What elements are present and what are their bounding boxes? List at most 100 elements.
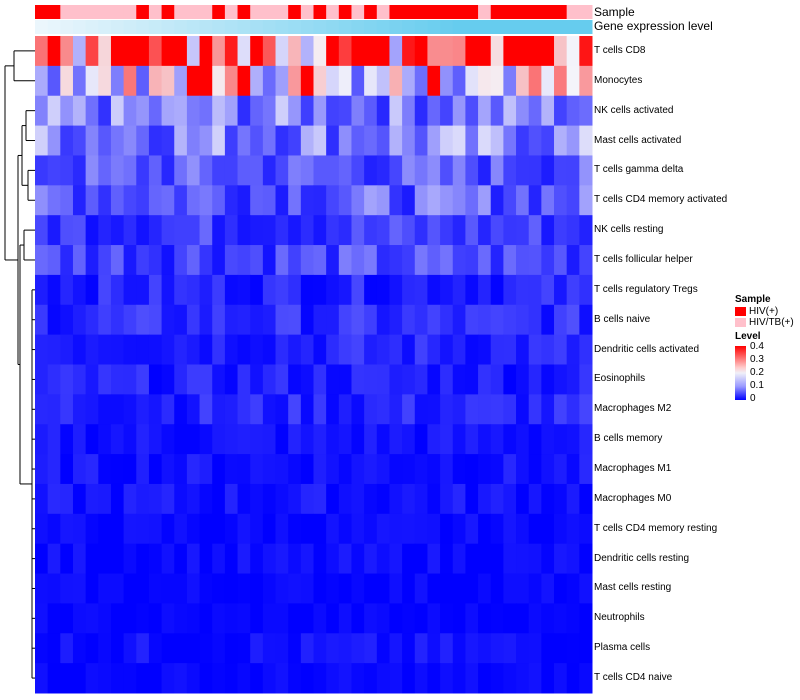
heatmap-cell bbox=[541, 245, 555, 276]
heatmap-cell bbox=[275, 125, 289, 156]
heatmap-cell bbox=[98, 334, 112, 365]
heatmap-cell bbox=[554, 36, 568, 67]
heatmap-cell bbox=[300, 513, 314, 545]
heatmap-cell bbox=[465, 245, 479, 276]
heatmap-cell bbox=[174, 36, 188, 67]
heatmap-cell bbox=[212, 663, 226, 694]
heatmap-cell bbox=[528, 65, 542, 97]
heatmap-cell bbox=[566, 633, 580, 664]
heatmap-cell bbox=[136, 603, 150, 634]
heatmap-cell bbox=[452, 394, 466, 425]
heatmap-cell bbox=[161, 454, 175, 485]
heatmap-cell bbox=[300, 36, 314, 67]
sample-cell bbox=[224, 5, 239, 19]
heatmap-cell bbox=[326, 125, 340, 156]
heatmap-cell bbox=[85, 125, 99, 156]
heatmap-cell bbox=[148, 185, 163, 216]
heatmap-cell bbox=[250, 36, 264, 67]
heatmap-cell bbox=[566, 125, 580, 156]
heatmap-cell bbox=[503, 364, 517, 395]
heatmap-cell bbox=[174, 543, 188, 575]
heatmap-cell bbox=[60, 334, 74, 365]
heatmap-cell bbox=[148, 36, 163, 67]
heatmap-cell bbox=[123, 245, 137, 276]
heatmap-cell bbox=[478, 543, 492, 575]
gene-expression-annotation-bar bbox=[35, 20, 593, 34]
heatmap-cell bbox=[98, 245, 112, 276]
heatmap-cell bbox=[174, 185, 188, 216]
heatmap-cell bbox=[237, 573, 251, 604]
heatmap-cell bbox=[554, 513, 568, 545]
heatmap-cell bbox=[60, 215, 74, 246]
heatmap-cell bbox=[110, 483, 125, 515]
sample-cell bbox=[528, 5, 542, 19]
legend-swatch-hiv bbox=[735, 307, 746, 316]
heatmap-cell bbox=[313, 394, 327, 425]
heatmap-cell bbox=[528, 573, 542, 604]
heatmap-cell bbox=[110, 36, 125, 67]
heatmap-cell bbox=[326, 394, 340, 425]
heatmap-cell bbox=[123, 394, 137, 425]
heatmap-cell bbox=[136, 304, 150, 336]
heatmap-cell bbox=[541, 334, 555, 365]
sample-cell bbox=[60, 5, 74, 19]
heatmap-cell bbox=[123, 125, 137, 156]
heatmap-cell bbox=[98, 483, 112, 515]
heatmap-cell bbox=[440, 65, 454, 97]
gene-expression-cell bbox=[148, 20, 163, 34]
heatmap-cell bbox=[85, 95, 99, 127]
sample-cell bbox=[579, 5, 593, 19]
heatmap-cell bbox=[579, 663, 593, 694]
heatmap-cell bbox=[212, 185, 226, 216]
heatmap-cell bbox=[452, 185, 466, 216]
sample-cell bbox=[250, 5, 264, 19]
sample-cell bbox=[503, 5, 517, 19]
heatmap-cell bbox=[136, 155, 150, 186]
heatmap-cell bbox=[440, 215, 454, 246]
heatmap-cell bbox=[148, 454, 163, 485]
heatmap-cell bbox=[528, 394, 542, 425]
heatmap-cell bbox=[351, 334, 365, 365]
heatmap-cell bbox=[262, 185, 277, 216]
heatmap-cell bbox=[199, 125, 213, 156]
heatmap-cell bbox=[351, 603, 365, 634]
level-tick-0-2: 0.2 bbox=[750, 367, 764, 378]
heatmap-cell bbox=[490, 454, 504, 485]
heatmap-cell bbox=[414, 394, 428, 425]
heatmap-cell bbox=[528, 215, 542, 246]
sample-cell bbox=[313, 5, 327, 19]
heatmap-cell bbox=[541, 603, 555, 634]
heatmap-cell bbox=[516, 543, 530, 575]
heatmap-cell bbox=[85, 65, 99, 97]
heatmap-cell bbox=[85, 215, 99, 246]
heatmap-cell bbox=[300, 334, 314, 365]
heatmap-cell bbox=[465, 364, 479, 395]
heatmap-cell bbox=[237, 394, 251, 425]
heatmap-cell bbox=[402, 36, 416, 67]
heatmap-cell bbox=[224, 125, 239, 156]
heatmap-cell bbox=[478, 364, 492, 395]
heatmap-cell bbox=[376, 483, 390, 515]
gene-expression-cell bbox=[275, 20, 289, 34]
heatmap-cell bbox=[262, 454, 277, 485]
heatmap-cell bbox=[465, 334, 479, 365]
heatmap-cell bbox=[275, 334, 289, 365]
heatmap-cell bbox=[262, 334, 277, 365]
heatmap-cell bbox=[351, 304, 365, 336]
heatmap-cell bbox=[136, 334, 150, 365]
heatmap-cell bbox=[478, 603, 492, 634]
heatmap-cell bbox=[478, 394, 492, 425]
heatmap-cell bbox=[478, 125, 492, 156]
heatmap-cell bbox=[440, 125, 454, 156]
heatmap-cell bbox=[275, 36, 289, 67]
gene-expression-cell bbox=[161, 20, 175, 34]
heatmap-cell bbox=[250, 185, 264, 216]
gene-expression-cell bbox=[364, 20, 378, 34]
heatmap-cell bbox=[516, 65, 530, 97]
heatmap-cell bbox=[528, 245, 542, 276]
row-label: T cells gamma delta bbox=[594, 164, 684, 176]
gene-expression-cell bbox=[338, 20, 352, 34]
heatmap-cell bbox=[516, 36, 530, 67]
heatmap-cell bbox=[364, 364, 378, 395]
heatmap-cell bbox=[85, 454, 99, 485]
